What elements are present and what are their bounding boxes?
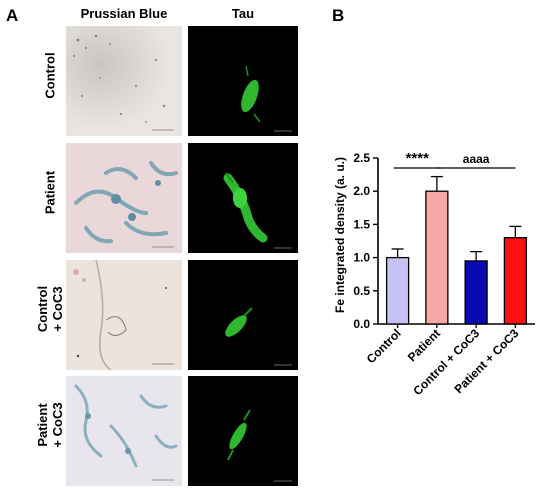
row-label-line2: + CoC3 [50, 286, 65, 332]
tau-image-control-coc3 [188, 260, 298, 370]
y-tick-label: 1.0 [353, 251, 370, 265]
row-label-control: Control [43, 16, 58, 136]
tau-image-control [188, 26, 298, 136]
x-tick-label: Patient [405, 326, 443, 364]
y-tick-label: 1.5 [353, 217, 370, 231]
bar [385, 256, 410, 325]
chart-annotations: **** aaaa [393, 150, 516, 169]
bar [503, 237, 528, 325]
prussian-blue-image-patient [66, 143, 182, 253]
bar [464, 260, 488, 325]
y-axis-label: Fe integrated density (a. u.) [333, 157, 347, 313]
prussian-blue-image-patient-coc3 [66, 376, 182, 486]
y-tick-label: 2.5 [353, 151, 370, 165]
prussian-blue-image-control [66, 26, 182, 136]
tau-image-patient [188, 143, 298, 253]
y-tick-label: 0.5 [353, 284, 370, 298]
row-label-patient: Patient [43, 133, 58, 253]
panel-b-label: B [332, 6, 345, 25]
row-label-control-coc3: Control + CoC3 [35, 249, 65, 369]
significance-label: **** [406, 150, 430, 167]
chart-bars [385, 175, 528, 328]
row-label-line1: Control [35, 285, 50, 333]
bar [425, 190, 449, 325]
fe-density-bar-chart: Fe integrated density (a. u.) 0.0 0.5 1.0 1… [333, 150, 535, 398]
y-tick-label: 2.0 [353, 184, 370, 198]
column-header-prussian-blue: Prussian Blue [80, 6, 168, 21]
tau-image-patient-coc3 [188, 376, 298, 486]
x-tick-label: Control [364, 326, 404, 366]
significance-label: aaaa [463, 152, 490, 166]
row-label-line2: + CoC3 [50, 402, 65, 448]
y-tick-label: 0.0 [353, 317, 370, 331]
column-header-tau: Tau [231, 6, 255, 21]
panel-a-label: A [6, 6, 19, 25]
row-label-patient-coc3: Patient + CoC3 [35, 365, 65, 485]
row-label-line1: Patient [35, 403, 50, 447]
prussian-blue-image-control-coc3 [66, 260, 182, 370]
row-label-line1: Control [42, 52, 58, 99]
row-label-line1: Patient [42, 170, 58, 215]
